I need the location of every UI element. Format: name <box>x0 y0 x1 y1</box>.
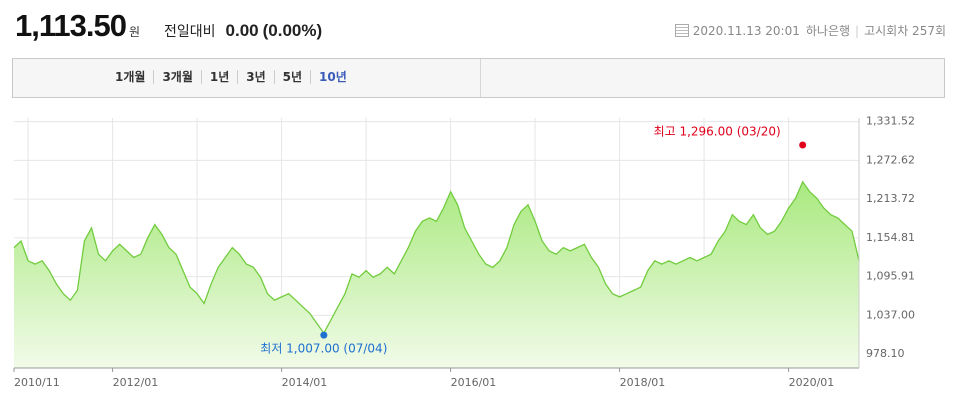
price: 1,113.50 <box>15 8 127 43</box>
y-tick-label: 1,213.72 <box>866 192 915 205</box>
x-tick-label: 2020/01 <box>789 376 835 389</box>
y-tick-label: 1,272.62 <box>866 153 915 166</box>
divider <box>480 59 481 97</box>
datetime: 2020.11.13 20:01 <box>692 23 800 38</box>
round: 고시회차 257회 <box>864 24 946 38</box>
annotation: 최고 1,296.00 (03/20) <box>654 124 781 138</box>
period-tab[interactable]: 10년 <box>310 70 355 84</box>
y-tick-label: 1,095.91 <box>866 270 915 283</box>
x-tick-label: 2010/11 <box>14 376 60 389</box>
separator: | <box>855 23 860 38</box>
x-tick-label: 2012/01 <box>113 376 159 389</box>
y-tick-label: 1,331.52 <box>866 115 915 128</box>
x-tick-label: 2014/01 <box>282 376 328 389</box>
period-tab[interactable]: 1개월 <box>115 70 146 84</box>
x-tick-label: 2016/01 <box>451 376 497 389</box>
period-tab[interactable]: 3년 <box>237 70 273 84</box>
quote-info: 2020.11.13 20:01 하나은행 | 고시회차 257회 <box>674 22 946 39</box>
tab-list: 1개월 3개월 1년 3년 5년 10년 <box>107 70 355 84</box>
annotation: 최저 1,007.00 (07/04) <box>260 342 387 356</box>
compare-label: 전일대비 <box>164 24 216 40</box>
period-tabs: 1개월 3개월 1년 3년 5년 10년 <box>12 58 945 98</box>
quote-header: 1,113.50 원 전일대비 0.00 (0.00%) <box>15 8 322 44</box>
area-fill <box>14 181 859 368</box>
line <box>13 180 860 335</box>
change: 0.00 <box>225 21 259 40</box>
y-tick-label: 1,037.00 <box>866 308 915 321</box>
period-tab[interactable]: 1년 <box>200 70 237 84</box>
change-pct: (0.00%) <box>262 21 323 40</box>
y-tick-label: 978.10 <box>866 347 905 360</box>
period-tab[interactable]: 5년 <box>273 70 310 84</box>
extreme-marker <box>320 331 328 339</box>
calendar-icon <box>674 24 689 37</box>
unit: 원 <box>128 25 141 39</box>
period-tab[interactable]: 3개월 <box>153 70 200 84</box>
y-tick-label: 1,154.81 <box>866 231 915 244</box>
extreme-marker <box>799 141 807 149</box>
x-tick-label: 2018/01 <box>620 376 666 389</box>
bank: 하나은행 <box>805 24 851 38</box>
